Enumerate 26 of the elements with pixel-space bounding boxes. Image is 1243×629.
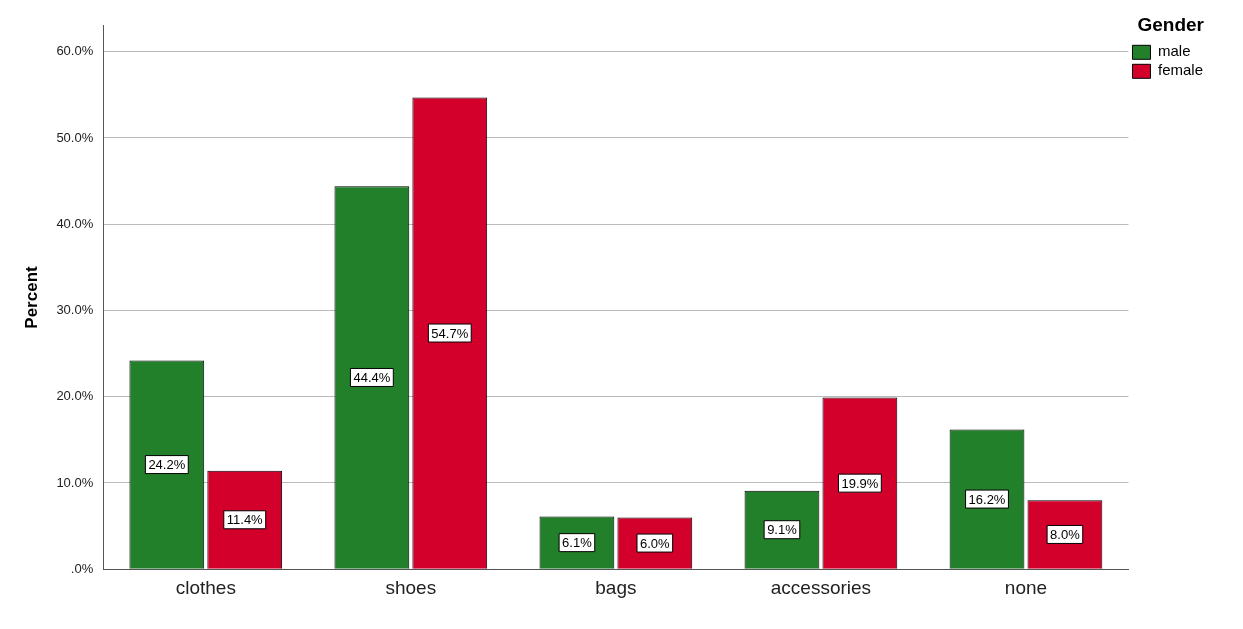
data-label: 11.4% xyxy=(226,512,264,528)
y-tick-label: 10.0% xyxy=(56,474,94,490)
data-label: 8.0% xyxy=(1050,527,1081,543)
y-tick-label: 20.0% xyxy=(56,388,94,404)
y-tick-label: 50.0% xyxy=(56,129,94,145)
data-label: 24.2% xyxy=(148,457,186,473)
x-tick-label: accessories xyxy=(770,576,872,598)
y-tick-label: .0% xyxy=(70,560,94,576)
data-label: 16.2% xyxy=(968,491,1006,507)
y-tick-label: 30.0% xyxy=(56,302,94,318)
legend-label: male xyxy=(1157,42,1191,60)
data-label: 54.7% xyxy=(431,325,469,341)
y-tick-label: 60.0% xyxy=(56,43,94,59)
legend-title: Gender xyxy=(1137,13,1205,35)
data-label: 6.1% xyxy=(562,535,593,551)
data-label: 44.4% xyxy=(353,370,391,386)
data-label: 6.0% xyxy=(640,535,671,551)
x-tick-label: bags xyxy=(595,576,637,598)
legend-label: female xyxy=(1157,61,1204,79)
x-tick-label: none xyxy=(1004,576,1048,598)
x-tick-label: shoes xyxy=(385,576,437,598)
y-tick-label: 40.0% xyxy=(56,215,94,231)
y-axis-title: Percent xyxy=(21,265,41,329)
x-tick-label: clothes xyxy=(175,576,236,598)
data-label: 9.1% xyxy=(767,522,798,538)
data-label: 19.9% xyxy=(841,475,879,491)
